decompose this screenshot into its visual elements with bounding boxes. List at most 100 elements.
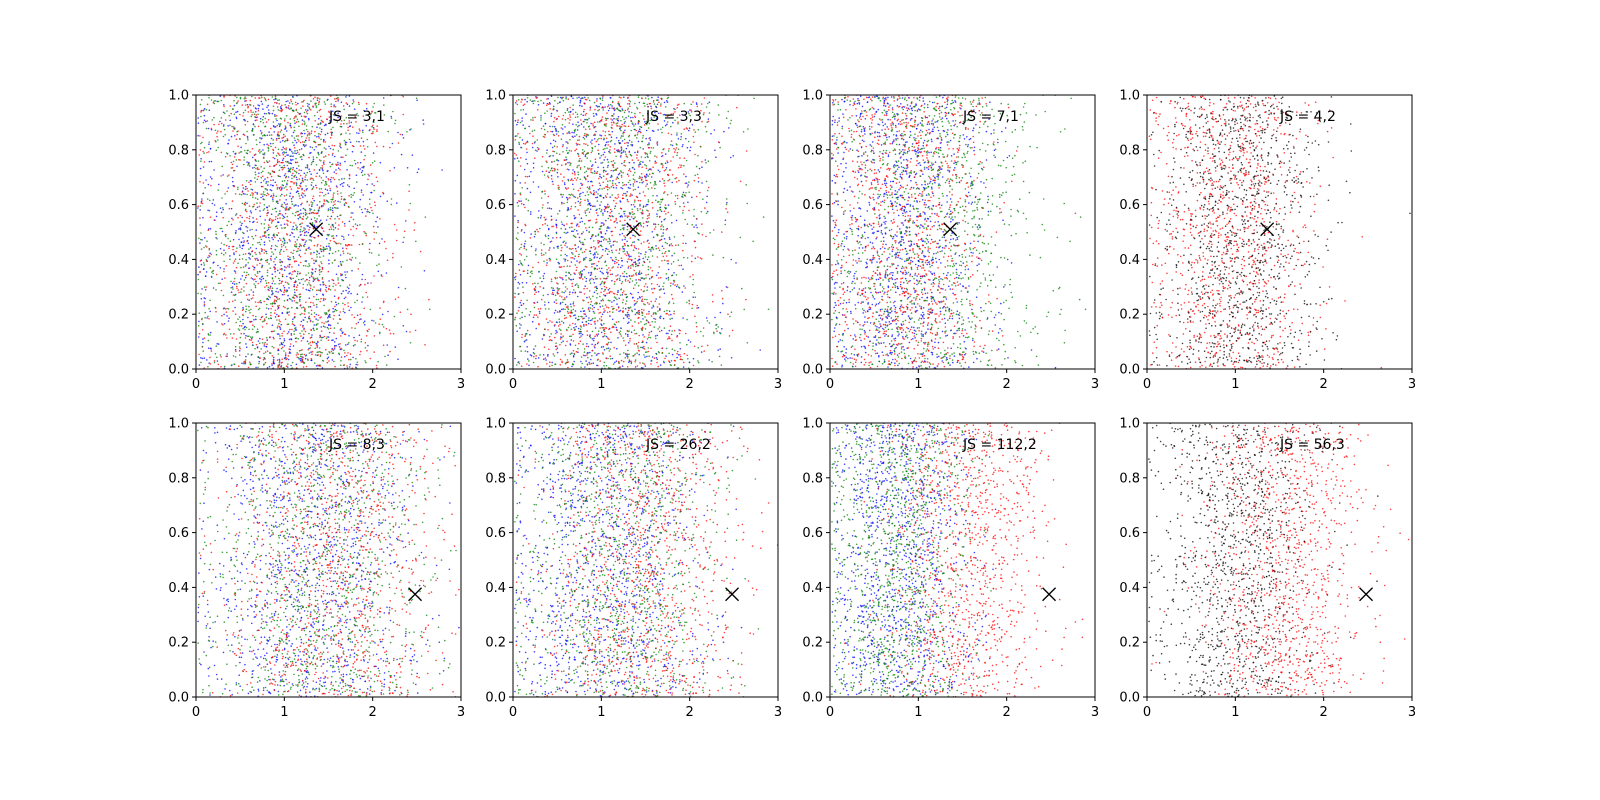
scatter-point bbox=[583, 126, 585, 128]
scatter-point bbox=[307, 265, 309, 268]
scatter-point bbox=[335, 207, 337, 209]
scatter-point bbox=[299, 223, 302, 225]
scatter-point bbox=[302, 283, 305, 286]
scatter-point bbox=[319, 108, 322, 111]
scatter-point bbox=[224, 155, 227, 158]
scatter-point bbox=[382, 191, 384, 194]
scatter-point bbox=[200, 248, 203, 250]
scatter-point bbox=[334, 222, 337, 224]
scatter-point bbox=[594, 247, 597, 249]
scatter-point bbox=[306, 112, 309, 115]
scatter-point bbox=[600, 232, 603, 234]
scatter-point bbox=[342, 105, 345, 107]
scatter-point bbox=[223, 323, 226, 325]
scatter-point bbox=[237, 289, 240, 291]
scatter-point bbox=[633, 241, 635, 243]
scatter-point bbox=[345, 276, 347, 279]
scatter-point bbox=[334, 98, 336, 100]
scatter-point bbox=[310, 173, 313, 175]
scatter-point bbox=[647, 146, 650, 149]
scatter-point bbox=[594, 335, 596, 338]
scatter-point bbox=[330, 105, 333, 108]
scatter-point bbox=[280, 342, 283, 344]
scatter-point bbox=[652, 305, 655, 308]
scatter-point bbox=[297, 357, 300, 359]
scatter-point bbox=[318, 188, 321, 190]
scatter-point bbox=[325, 286, 328, 289]
scatter-point bbox=[566, 231, 569, 234]
scatter-point bbox=[382, 97, 385, 99]
scatter-point bbox=[242, 314, 244, 317]
scatter-point bbox=[516, 201, 519, 204]
scatter-point bbox=[238, 365, 240, 368]
scatter-point bbox=[268, 205, 271, 207]
scatter-point bbox=[646, 224, 649, 227]
scatter-point bbox=[310, 100, 312, 102]
scatter-point bbox=[270, 314, 272, 317]
scatter-point bbox=[256, 167, 259, 169]
scatter-point bbox=[335, 114, 338, 117]
scatter-point bbox=[379, 161, 382, 164]
scatter-point bbox=[249, 321, 252, 323]
scatter-point bbox=[621, 264, 623, 267]
scatter-point bbox=[283, 250, 285, 253]
scatter-point bbox=[281, 214, 284, 216]
scatter-point bbox=[279, 217, 281, 219]
scatter-point bbox=[210, 99, 213, 101]
scatter-point bbox=[366, 211, 368, 213]
scatter-point bbox=[379, 332, 381, 335]
scatter-point bbox=[269, 165, 271, 168]
scatter-point bbox=[605, 286, 608, 289]
scatter-point bbox=[638, 353, 640, 356]
scatter-point bbox=[606, 277, 608, 280]
scatter-point bbox=[223, 128, 226, 131]
scatter-point bbox=[283, 195, 286, 197]
scatter-point bbox=[302, 324, 304, 327]
scatter-point bbox=[668, 361, 671, 364]
scatter-point bbox=[256, 116, 259, 119]
scatter-point bbox=[639, 199, 642, 202]
scatter-point bbox=[275, 290, 277, 293]
scatter-point bbox=[307, 348, 310, 351]
scatter-point bbox=[259, 120, 262, 123]
scatter-point bbox=[617, 259, 620, 262]
scatter-point bbox=[329, 209, 332, 211]
scatter-point bbox=[332, 114, 335, 116]
scatter-point bbox=[567, 178, 569, 181]
scatter-point bbox=[580, 123, 583, 125]
scatter-point bbox=[209, 228, 212, 230]
scatter-point bbox=[301, 202, 303, 205]
scatter-point bbox=[372, 126, 375, 129]
scatter-point bbox=[217, 130, 219, 132]
scatter-point bbox=[305, 137, 308, 139]
scatter-point bbox=[644, 365, 647, 367]
scatter-point bbox=[275, 163, 278, 166]
scatter-point bbox=[203, 301, 206, 303]
scatter-point bbox=[275, 139, 278, 141]
scatter-point bbox=[533, 293, 536, 296]
scatter-point bbox=[313, 304, 315, 307]
scatter-point bbox=[317, 322, 319, 325]
scatter-point bbox=[244, 276, 247, 279]
scatter-point bbox=[263, 112, 266, 115]
scatter-point bbox=[566, 246, 568, 248]
scatter-point bbox=[595, 235, 597, 237]
scatter-point bbox=[223, 105, 225, 108]
scatter-point bbox=[646, 112, 649, 115]
scatter-point bbox=[600, 209, 603, 211]
scatter-point bbox=[264, 98, 267, 100]
scatter-point bbox=[628, 317, 630, 320]
scatter-point bbox=[217, 264, 219, 267]
scatter-point bbox=[348, 120, 351, 122]
scatter-point bbox=[204, 311, 206, 314]
scatter-point bbox=[286, 265, 289, 267]
scatter-point bbox=[615, 137, 618, 139]
scatter-point bbox=[556, 331, 558, 334]
scatter-point bbox=[603, 151, 606, 154]
scatter-point bbox=[579, 277, 581, 280]
scatter-point bbox=[268, 218, 271, 221]
scatter-point bbox=[542, 277, 545, 280]
scatter-point bbox=[293, 183, 295, 185]
scatter-point bbox=[293, 175, 296, 178]
scatter-point bbox=[289, 185, 292, 188]
